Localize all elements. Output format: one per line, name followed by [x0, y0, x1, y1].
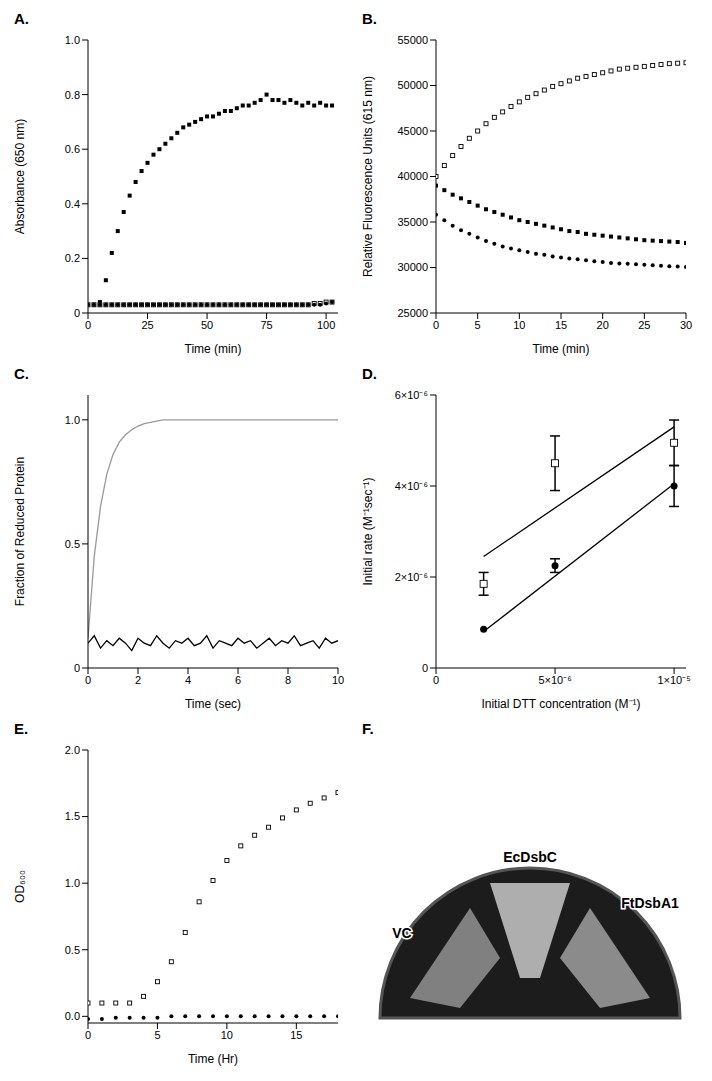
- svg-text:0: 0: [74, 307, 80, 319]
- svg-text:8: 8: [285, 674, 291, 686]
- svg-text:55000: 55000: [397, 34, 428, 46]
- svg-text:OD₆₀₀: OD₆₀₀: [13, 870, 27, 903]
- svg-text:30000: 30000: [397, 261, 428, 273]
- svg-text:Initial DTT concentration (M⁻¹: Initial DTT concentration (M⁻¹): [481, 697, 640, 711]
- html-text:E.: E.: [14, 720, 29, 737]
- svg-text:6: 6: [235, 674, 241, 686]
- svg-text:FtDsbA1: FtDsbA1: [621, 895, 679, 911]
- svg-text:0.5: 0.5: [65, 538, 80, 550]
- svg-text:0: 0: [85, 1029, 91, 1041]
- svg-text:Time (sec): Time (sec): [185, 697, 241, 711]
- svg-text:0.5: 0.5: [65, 944, 80, 956]
- svg-text:5: 5: [475, 319, 481, 331]
- svg-text:0: 0: [85, 319, 91, 331]
- svg-text:Time (min): Time (min): [185, 342, 242, 356]
- svg-text:0.8: 0.8: [65, 89, 80, 101]
- svg-text:10: 10: [513, 319, 525, 331]
- html-text:B.: B.: [362, 10, 377, 27]
- svg-text:VC: VC: [392, 925, 411, 941]
- svg-text:100: 100: [317, 319, 335, 331]
- svg-text:0.6: 0.6: [65, 143, 80, 155]
- html-text:F.: F.: [362, 720, 374, 737]
- svg-text:20: 20: [597, 319, 609, 331]
- svg-text:2×10⁻⁶: 2×10⁻⁶: [395, 571, 428, 583]
- svg-text:0: 0: [74, 662, 80, 674]
- svg-text:Relative Fluorescence Units (6: Relative Fluorescence Units (615 nm): [361, 76, 375, 277]
- svg-text:25: 25: [638, 319, 650, 331]
- svg-text:0.4: 0.4: [65, 198, 80, 210]
- svg-text:15: 15: [555, 319, 567, 331]
- svg-text:5×10⁻⁶: 5×10⁻⁶: [538, 674, 571, 686]
- svg-text:Fraction of Reduced Protein: Fraction of Reduced Protein: [13, 457, 27, 606]
- svg-text:4: 4: [185, 674, 191, 686]
- svg-text:1.0: 1.0: [65, 414, 80, 426]
- svg-text:5: 5: [154, 1029, 160, 1041]
- svg-text:Time (Hr): Time (Hr): [188, 1052, 238, 1066]
- svg-text:40000: 40000: [397, 170, 428, 182]
- svg-text:1×10⁻⁵: 1×10⁻⁵: [657, 674, 690, 686]
- svg-text:0: 0: [433, 319, 439, 331]
- svg-text:1.5: 1.5: [65, 810, 80, 822]
- svg-text:0: 0: [422, 662, 428, 674]
- svg-text:0.2: 0.2: [65, 252, 80, 264]
- svg-text:Initial rate (M⁻¹sec⁻¹): Initial rate (M⁻¹sec⁻¹): [361, 477, 375, 585]
- svg-text:15: 15: [290, 1029, 302, 1041]
- svg-text:2.0: 2.0: [65, 744, 80, 756]
- svg-text:0: 0: [433, 674, 439, 686]
- svg-text:50: 50: [201, 319, 213, 331]
- svg-text:10: 10: [221, 1029, 233, 1041]
- html-text:A.: A.: [14, 10, 29, 27]
- svg-text:6×10⁻⁶: 6×10⁻⁶: [395, 389, 428, 401]
- svg-text:10: 10: [332, 674, 344, 686]
- svg-text:4×10⁻⁶: 4×10⁻⁶: [395, 480, 428, 492]
- svg-text:30: 30: [680, 319, 692, 331]
- html-text:D.: D.: [362, 365, 377, 382]
- svg-text:25000: 25000: [397, 307, 428, 319]
- html-text:C.: C.: [14, 365, 29, 382]
- svg-text:25: 25: [141, 319, 153, 331]
- svg-text:35000: 35000: [397, 216, 428, 228]
- svg-text:EcDsbC: EcDsbC: [503, 849, 557, 865]
- svg-text:2: 2: [135, 674, 141, 686]
- svg-text:1.0: 1.0: [65, 877, 80, 889]
- svg-text:0: 0: [85, 674, 91, 686]
- svg-text:50000: 50000: [397, 79, 428, 91]
- svg-text:45000: 45000: [397, 125, 428, 137]
- svg-text:Time (min): Time (min): [533, 342, 590, 356]
- svg-text:1.0: 1.0: [65, 34, 80, 46]
- svg-text:Absorbance (650 nm): Absorbance (650 nm): [13, 119, 27, 234]
- svg-text:0.0: 0.0: [65, 1010, 80, 1022]
- svg-text:75: 75: [260, 319, 272, 331]
